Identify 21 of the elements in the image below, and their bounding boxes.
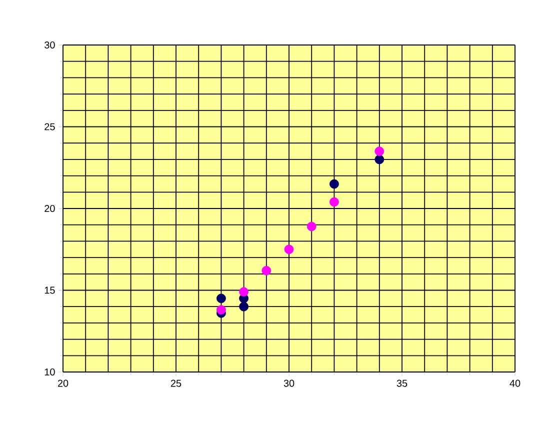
point — [330, 197, 339, 207]
y-tick-label: 15 — [44, 286, 55, 294]
x-tick-label: 25 — [170, 380, 182, 387]
point — [262, 266, 272, 276]
x-tick-label: 20 — [58, 380, 68, 387]
x-tick-label: 40 — [510, 380, 520, 387]
y-tick-label: 30 — [44, 41, 55, 49]
point — [239, 287, 249, 297]
x-tick-label: 35 — [396, 380, 408, 387]
y-tick-label: 20 — [44, 204, 55, 212]
point — [306, 222, 316, 232]
point — [216, 305, 226, 315]
point — [239, 302, 249, 312]
point — [374, 146, 384, 156]
x-tick-label: 30 — [284, 380, 294, 387]
point — [330, 179, 339, 189]
point — [374, 154, 384, 164]
point — [216, 294, 226, 304]
point — [284, 244, 294, 254]
y-tick-label: 25 — [44, 123, 55, 130]
y-tick-label: 10 — [44, 368, 55, 376]
